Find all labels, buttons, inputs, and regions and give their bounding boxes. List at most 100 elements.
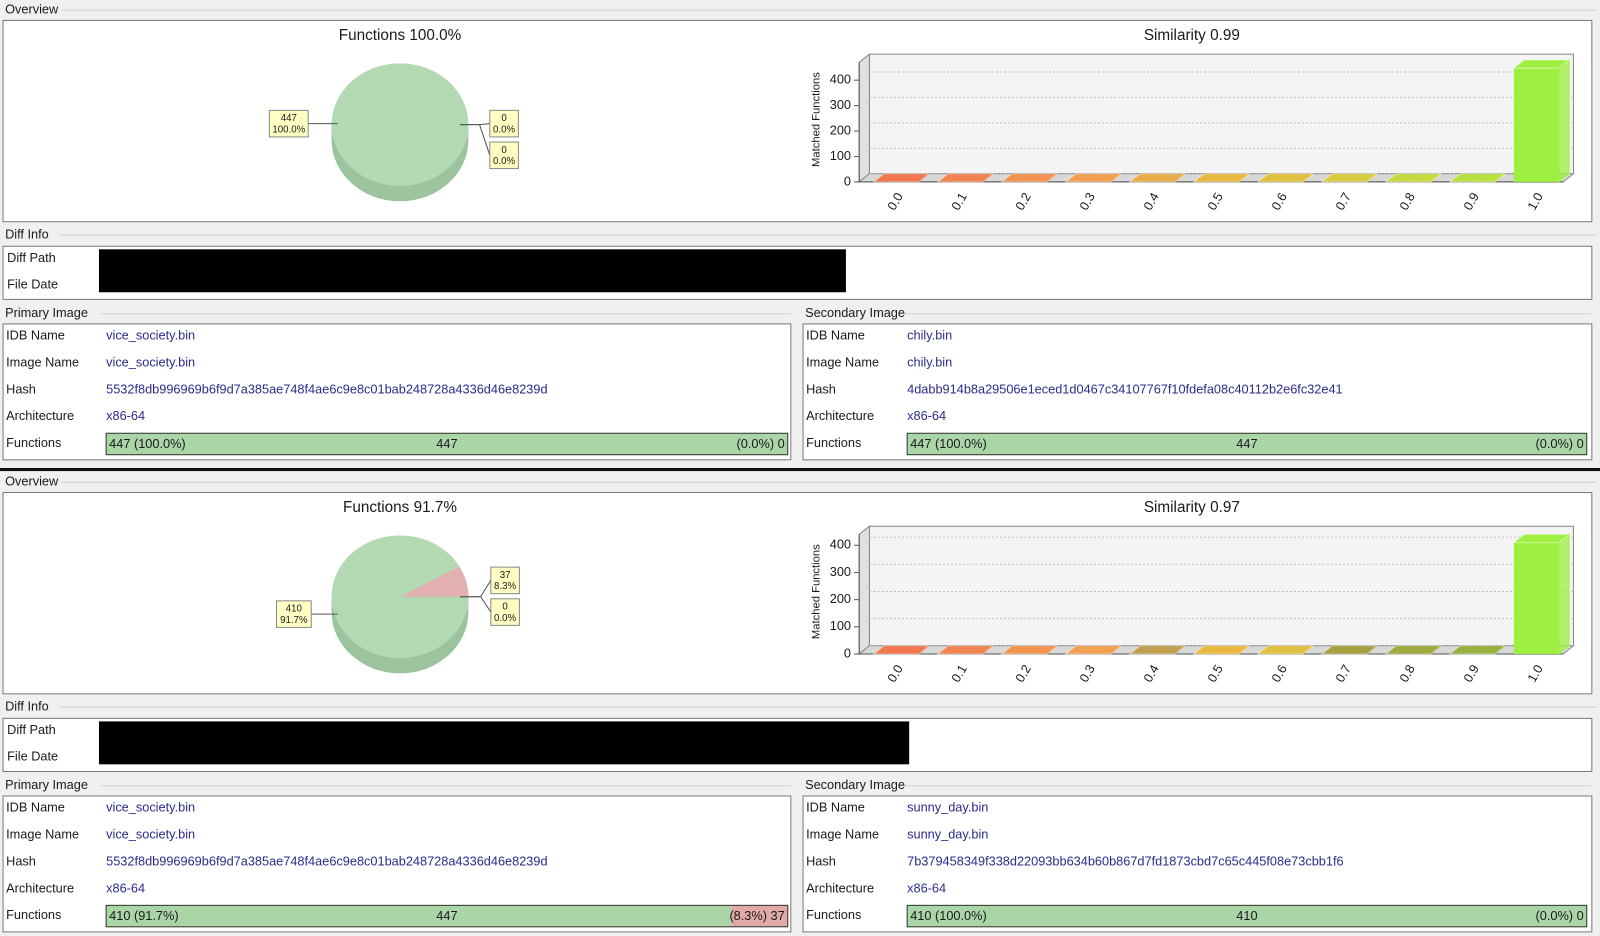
field-label: Functions <box>6 907 61 922</box>
y-tick-label: 200 <box>830 122 851 137</box>
group-label: Overview <box>5 2 59 17</box>
field-label: Hash <box>806 381 836 396</box>
bar <box>1513 542 1559 654</box>
field-value: 5532f8db996969b6f9d7a385ae748f4ae6c9e8c0… <box>106 853 547 868</box>
functions-frame <box>105 432 789 456</box>
field-value: x86-64 <box>907 880 946 895</box>
diff-label: Diff Path <box>7 722 56 737</box>
pie-slice <box>400 566 469 597</box>
field-value: 5532f8db996969b6f9d7a385ae748f4ae6c9e8c0… <box>106 381 547 396</box>
functions-unmatched: (0.0%) 0 <box>1536 908 1584 923</box>
y-axis-label: Matched Functions <box>810 72 822 167</box>
bar-top <box>1192 645 1251 655</box>
redaction <box>98 249 846 293</box>
pie-title: Functions 91.7% <box>343 499 457 516</box>
field-label: Image Name <box>6 354 79 369</box>
field-value: x86-64 <box>907 408 946 423</box>
field-label: IDB Name <box>6 800 65 815</box>
functions-total: 447 <box>436 908 457 923</box>
field-label: Architecture <box>806 408 874 423</box>
field-label: Image Name <box>806 354 879 369</box>
field-label: IDB Name <box>806 800 865 815</box>
field-value: 4dabb914b8a29506e1eced1d0467c34107767f10… <box>907 381 1343 396</box>
y-tick-label: 100 <box>830 148 851 163</box>
functions-total: 410 <box>1236 908 1257 923</box>
bar-top <box>1256 645 1315 655</box>
pie-label-percent: 0.0% <box>493 124 515 135</box>
functions-total: 447 <box>1236 436 1257 451</box>
bar-side <box>1558 58 1570 183</box>
bar-top <box>1320 173 1379 183</box>
bar-top <box>1448 645 1507 655</box>
pie-label-value: 0 <box>501 113 507 124</box>
functions-total: 447 <box>436 436 457 451</box>
field-label: IDB Name <box>6 328 65 343</box>
group-label: Primary Image <box>5 777 88 792</box>
functions-matched-bar <box>907 905 1587 927</box>
bar-title: Similarity 0.99 <box>1144 27 1240 44</box>
functions-frame <box>906 432 1588 456</box>
pie-label-box <box>268 109 309 138</box>
field-label: Functions <box>806 435 861 450</box>
pie-label-value: 447 <box>281 113 297 124</box>
leader-line <box>460 124 491 156</box>
bar-top <box>936 645 995 655</box>
bar-top <box>1320 645 1379 655</box>
redaction <box>98 721 910 765</box>
field-label: Architecture <box>6 408 74 423</box>
functions-matched: 410 (100.0%) <box>910 908 987 923</box>
pie-label-value: 37 <box>500 570 511 581</box>
field-value: vice_society.bin <box>106 354 195 369</box>
y-tick-label: 100 <box>830 618 851 633</box>
leader-line <box>460 596 492 613</box>
bar-top <box>1512 59 1571 69</box>
functions-unmatched: (8.3%) 37 <box>729 908 784 923</box>
field-label: Functions <box>806 907 861 922</box>
pie-slice <box>331 535 469 659</box>
pie-label-value: 0 <box>502 602 508 613</box>
pie-label-percent: 100.0% <box>272 124 305 135</box>
y-axis-label: Matched Functions <box>810 544 822 639</box>
group-label: Diff Info <box>5 226 49 241</box>
field-value: vice_society.bin <box>106 800 195 815</box>
field-label: IDB Name <box>806 328 865 343</box>
pie-title: Functions 100.0% <box>339 27 462 44</box>
group-label: Overview <box>5 474 59 489</box>
field-label: Hash <box>6 381 36 396</box>
bar-top <box>1512 533 1571 544</box>
panel-separator <box>0 468 1600 472</box>
bar-top <box>1128 645 1187 655</box>
bar <box>1513 68 1559 182</box>
back-wall <box>868 53 1574 175</box>
left-wall <box>858 53 870 183</box>
group-label: Secondary Image <box>805 777 905 792</box>
group-label: Secondary Image <box>805 305 905 320</box>
diff-label: File Date <box>7 276 58 291</box>
pie-label-percent: 0.0% <box>493 156 515 167</box>
field-value: x86-64 <box>106 880 145 895</box>
field-label: Architecture <box>806 880 874 895</box>
bar-top <box>1256 173 1315 183</box>
functions-frame <box>906 904 1588 928</box>
pie-label-box <box>490 598 520 626</box>
functions-matched-bar <box>907 433 1587 455</box>
pie-label-box <box>489 109 519 138</box>
y-tick-label: 300 <box>830 564 851 579</box>
back-wall <box>868 525 1574 647</box>
bar-top <box>1000 173 1059 183</box>
bar-top <box>1384 173 1443 183</box>
y-tick-label: 200 <box>830 591 851 606</box>
functions-unmatched: (0.0%) 0 <box>737 436 785 451</box>
diff-label: Diff Path <box>7 250 56 265</box>
bar-top <box>1448 173 1507 183</box>
pie-label-value: 410 <box>286 604 303 615</box>
field-value: vice_society.bin <box>106 827 195 842</box>
y-tick-label: 300 <box>830 97 851 112</box>
group-label: Diff Info <box>5 698 49 713</box>
field-value: x86-64 <box>106 408 145 423</box>
bar-top <box>936 173 995 183</box>
functions-matched: 447 (100.0%) <box>109 436 186 451</box>
functions-matched: 447 (100.0%) <box>910 436 987 451</box>
y-tick-label: 400 <box>830 72 851 87</box>
